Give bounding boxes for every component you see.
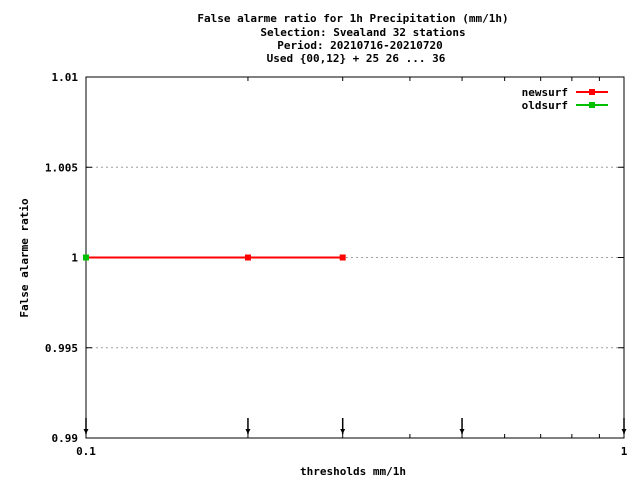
x-axis-ticks: 0.1 1	[76, 77, 628, 458]
y-tick-label: 1	[71, 252, 78, 265]
series-oldsurf	[83, 254, 89, 261]
legend-label: newsurf	[522, 86, 568, 99]
y-tick-label: 1.01	[52, 71, 79, 84]
threshold-arrow	[459, 418, 465, 434]
threshold-arrow	[245, 418, 251, 434]
legend-label: oldsurf	[522, 99, 568, 112]
legend-item-newsurf: newsurf	[522, 86, 608, 99]
chart-title: False alarme ratio for 1h Precipitation …	[197, 12, 508, 65]
threshold-arrow-head	[459, 429, 465, 434]
threshold-arrows	[83, 418, 627, 434]
x-tick-label: 1	[621, 445, 628, 458]
threshold-arrow	[83, 418, 89, 434]
y-tick-label: 1.005	[45, 161, 78, 174]
threshold-arrow-head	[83, 429, 89, 434]
data-point-oldsurf	[83, 254, 89, 261]
y-axis-label: False alarme ratio	[18, 198, 31, 318]
threshold-arrow	[621, 418, 627, 434]
x-tick-label: 0.1	[76, 445, 96, 458]
data-point-newsurf	[244, 254, 251, 261]
threshold-arrow-head	[245, 429, 251, 434]
threshold-arrow	[340, 418, 346, 434]
legend-swatch-marker	[589, 102, 595, 108]
x-axis-label: thresholds mm/1h	[300, 465, 406, 478]
y-axis-ticks: 0.99 0.995 1 1.005 1.01	[45, 71, 624, 445]
y-tick-label: 0.99	[52, 432, 79, 445]
title-line-1: False alarme ratio for 1h Precipitation …	[197, 12, 508, 25]
data-point-newsurf	[339, 254, 346, 261]
legend-swatch-marker	[589, 89, 595, 95]
series-layer	[83, 254, 346, 261]
legend-item-oldsurf: oldsurf	[522, 99, 608, 112]
threshold-arrow-head	[621, 429, 627, 434]
y-tick-label: 0.995	[45, 342, 78, 355]
threshold-arrow-head	[340, 429, 346, 434]
title-line-2: Selection: Svealand 32 stations	[260, 26, 465, 39]
title-line-3: Period: 20210716-20210720	[277, 39, 443, 52]
title-line-4: Used {00,12} + 25 26 ... 36	[267, 52, 446, 65]
series-newsurf	[83, 254, 346, 261]
